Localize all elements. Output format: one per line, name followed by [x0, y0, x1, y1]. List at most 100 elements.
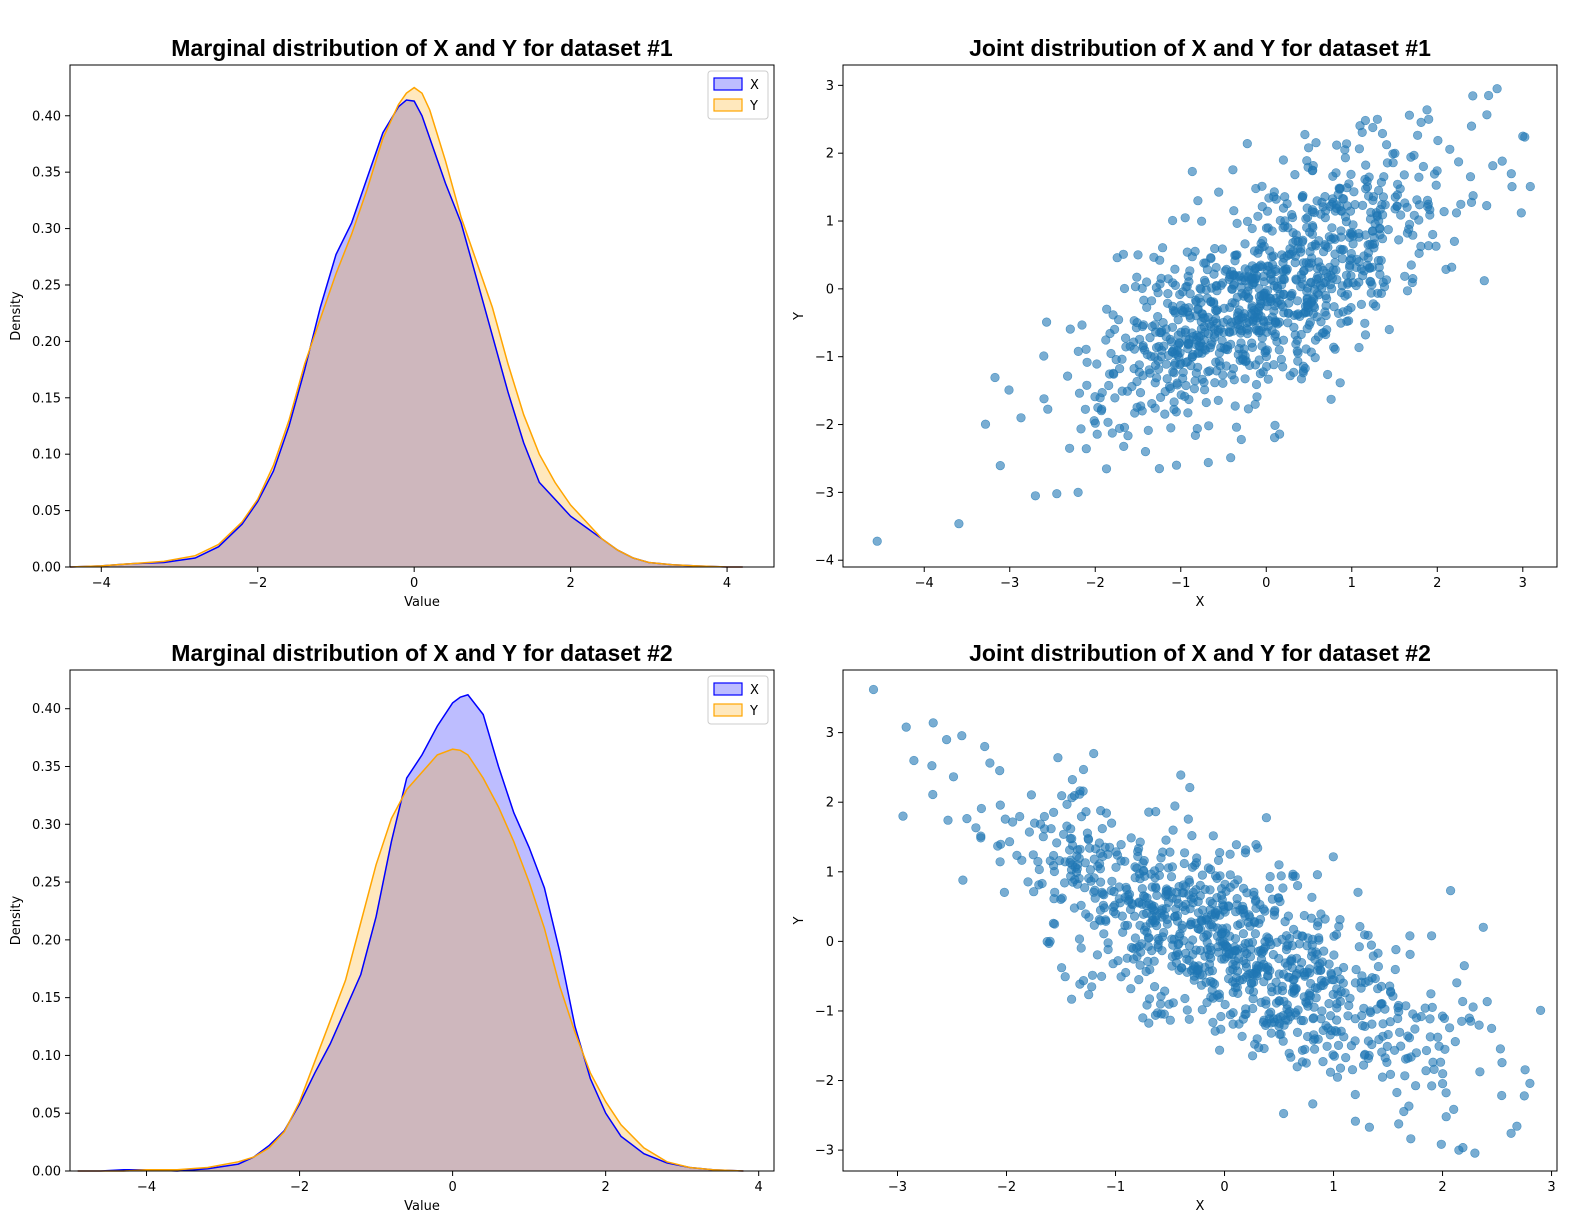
scatter-point	[1302, 286, 1312, 297]
scatter-point	[1312, 196, 1322, 206]
scatter-point	[1275, 1018, 1285, 1028]
scatter-point	[1356, 983, 1366, 993]
scatter-point	[1187, 862, 1198, 872]
scatter-point	[1329, 302, 1339, 312]
scatter-point	[1519, 1091, 1529, 1101]
scatter-point	[1449, 236, 1460, 246]
scatter-point	[1204, 966, 1214, 976]
scatter-point	[1292, 346, 1302, 356]
scatter-point	[1225, 1010, 1236, 1020]
scatter-point	[1422, 105, 1432, 115]
scatter-point	[1092, 429, 1102, 439]
scatter-point	[1166, 872, 1177, 882]
scatter-point	[1049, 807, 1059, 817]
scatter-point	[1219, 901, 1229, 911]
scatter-point	[1525, 181, 1535, 192]
scatter-point	[1348, 220, 1358, 230]
scatter-point	[1423, 241, 1434, 251]
scatter-point	[1193, 362, 1203, 372]
scatter-point	[1240, 374, 1250, 384]
scatter-point	[1362, 182, 1373, 192]
scatter-point	[1376, 999, 1386, 1009]
y-tick-label: 0	[826, 935, 834, 950]
scatter-point	[1185, 782, 1195, 793]
scatter-point	[1052, 489, 1062, 499]
legend-swatch-y	[713, 98, 743, 112]
scatter-point	[1470, 1148, 1480, 1158]
scatter-point	[1406, 260, 1416, 270]
scatter-point	[1149, 252, 1159, 262]
scatter-point	[1438, 1069, 1448, 1079]
scatter-point	[1206, 253, 1216, 263]
scatter-point	[1134, 360, 1144, 370]
scatter-point	[1180, 848, 1190, 858]
scatter-point	[1393, 1003, 1403, 1013]
scatter-point	[1474, 1020, 1484, 1030]
scatter-point	[1449, 1104, 1459, 1115]
scatter-point	[1187, 831, 1197, 841]
scatter-point	[1466, 121, 1477, 131]
scatter-point	[1288, 869, 1298, 879]
scatter-point	[1273, 893, 1283, 903]
scatter-point	[1367, 1019, 1377, 1029]
scatter-point	[1296, 244, 1306, 254]
scatter-point	[1095, 393, 1105, 403]
scatter-point	[1134, 941, 1145, 951]
scatter-point	[1270, 905, 1280, 915]
scatter-point	[1320, 914, 1330, 924]
scatter-point	[1004, 385, 1014, 395]
scatter-point	[1451, 208, 1462, 218]
scatter-point	[868, 684, 879, 695]
scatter-point	[1067, 994, 1077, 1004]
scatter-point	[1221, 344, 1231, 354]
scatter-point	[1026, 790, 1036, 800]
scatter-point	[1341, 1053, 1351, 1063]
scatter-point	[1127, 381, 1137, 392]
scatter-point	[1162, 919, 1173, 929]
legend-box	[707, 675, 769, 725]
scatter-point	[1373, 961, 1384, 972]
scatter-point	[1373, 948, 1383, 958]
scatter-point	[1147, 399, 1157, 409]
scatter-point	[1512, 1121, 1522, 1131]
scatter-point	[1170, 280, 1181, 291]
scatter-point	[1172, 947, 1182, 958]
scatter-point	[962, 814, 972, 824]
scatter-point	[1353, 887, 1363, 897]
scatter-point	[1232, 900, 1242, 910]
scatter-point	[1028, 850, 1038, 860]
legend: XY	[707, 675, 769, 725]
scatter-point	[1324, 262, 1335, 273]
scatter-point	[1249, 977, 1259, 987]
scatter-point	[1238, 943, 1248, 953]
scatter-point	[1085, 865, 1096, 875]
scatter-point	[1276, 871, 1286, 881]
y-axis-label: Density	[9, 291, 24, 341]
scatter-point	[1278, 362, 1288, 372]
scatter-point	[1126, 833, 1136, 843]
scatter-point	[958, 875, 968, 885]
x-tick-label: −2	[248, 576, 267, 591]
scatter-point	[1182, 281, 1192, 291]
scatter-point	[1119, 283, 1130, 294]
scatter-point	[1516, 208, 1526, 218]
kde-panel-1: Marginal distribution of X and Y for dat…	[0, 0, 790, 611]
scatter-point	[1183, 271, 1193, 281]
scatter-point	[1095, 864, 1106, 874]
scatter-point	[1364, 1050, 1374, 1061]
scatter-point	[1197, 374, 1207, 384]
scatter-point	[1495, 1044, 1506, 1054]
scatter-point	[1045, 936, 1055, 947]
scatter-point	[1106, 886, 1116, 896]
x-axis-label: X	[1196, 1199, 1205, 1214]
scatter-point	[1392, 201, 1402, 211]
scatter-point	[1076, 943, 1086, 953]
scatter-point	[1080, 883, 1090, 893]
scatter-point	[1357, 200, 1368, 210]
scatter-point	[1332, 140, 1342, 150]
scatter-point	[1384, 324, 1394, 335]
scatter-point	[1277, 250, 1287, 260]
scatter-point	[1414, 172, 1424, 182]
scatter-point	[1278, 223, 1288, 233]
scatter-point	[1039, 811, 1049, 822]
